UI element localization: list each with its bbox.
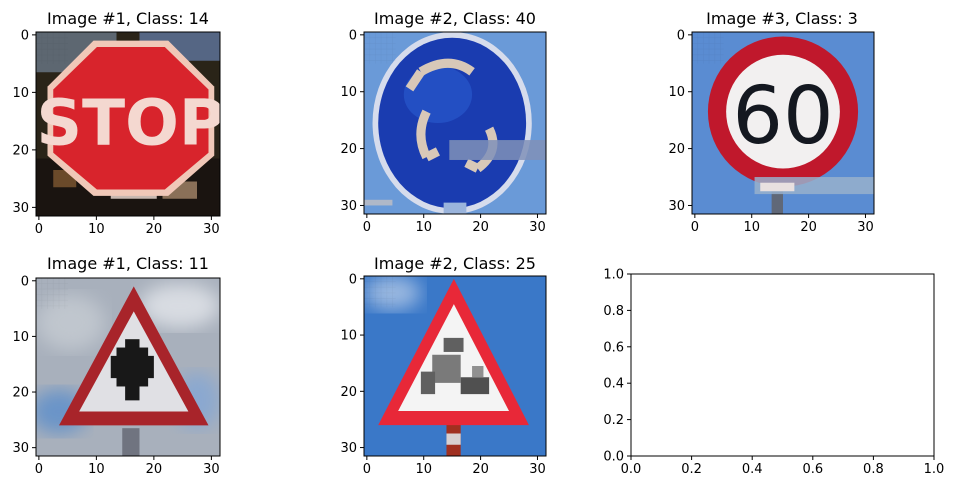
subplot-title: Image #3, Class: 3 bbox=[706, 9, 858, 28]
y-tick-label: 20 bbox=[12, 143, 29, 158]
x-tick-label: 10 bbox=[743, 220, 760, 235]
x-axis-ticks: 0 10 20 30 bbox=[363, 214, 546, 235]
y-axis-ticks: 0 10 20 30 bbox=[668, 28, 692, 214]
x-tick-label: 30 bbox=[529, 220, 546, 235]
x-tick-label: 0 bbox=[363, 462, 371, 477]
y-tick-label: 1.0 bbox=[603, 268, 624, 283]
y-tick-label: 0.4 bbox=[603, 377, 624, 392]
axes-frame bbox=[363, 275, 547, 457]
y-tick-label: 20 bbox=[668, 142, 685, 157]
x-tick-label: 20 bbox=[800, 220, 817, 235]
y-tick-label: 0.8 bbox=[603, 304, 624, 319]
subplot-title: Image #2, Class: 25 bbox=[374, 254, 536, 273]
subplot-image-3: Image #3, Class: 3 60 0 10 20 30 0 10 20 30 bbox=[668, 9, 875, 235]
subplot-image-4: Image #1, Class: 11 0 10 20 30 0 10 20 30 bbox=[12, 254, 221, 477]
image-panel bbox=[36, 278, 220, 456]
x-tick-label: 20 bbox=[472, 220, 489, 235]
y-tick-label: 0.2 bbox=[603, 413, 624, 428]
x-tick-label: 0.0 bbox=[621, 462, 642, 477]
y-tick-label: 0 bbox=[21, 274, 29, 289]
stop-sign-text: STOP bbox=[36, 86, 225, 160]
image-panel bbox=[364, 32, 546, 214]
x-axis-ticks: 0 10 20 30 bbox=[35, 456, 220, 477]
x-tick-label: 10 bbox=[415, 462, 432, 477]
x-tick-label: 0.2 bbox=[681, 462, 702, 477]
x-tick-label: 0.6 bbox=[802, 462, 823, 477]
y-tick-label: 0.6 bbox=[603, 340, 624, 355]
y-axis-ticks: 0 10 20 30 bbox=[12, 28, 36, 216]
x-tick-label: 20 bbox=[472, 462, 489, 477]
y-tick-label: 0 bbox=[677, 28, 685, 43]
y-tick-label: 10 bbox=[340, 85, 357, 100]
image-panel: 60 bbox=[692, 32, 874, 214]
y-tick-label: 10 bbox=[12, 86, 29, 101]
x-tick-label: 20 bbox=[146, 222, 163, 237]
y-axis-ticks: 0 10 20 30 bbox=[12, 274, 36, 456]
image-panel: STOP bbox=[36, 32, 225, 216]
speed-limit-text: 60 bbox=[732, 69, 833, 162]
x-tick-label: 0 bbox=[691, 220, 699, 235]
y-tick-label: 0 bbox=[21, 28, 29, 43]
axes-frame bbox=[691, 31, 875, 215]
x-tick-label: 1.0 bbox=[924, 462, 945, 477]
x-tick-label: 0 bbox=[35, 222, 43, 237]
y-tick-label: 30 bbox=[12, 441, 29, 456]
x-tick-label: 10 bbox=[88, 222, 105, 237]
x-tick-label: 30 bbox=[857, 220, 874, 235]
x-tick-label: 30 bbox=[529, 462, 546, 477]
x-axis-ticks: 0 10 20 30 bbox=[363, 456, 546, 477]
subplot-empty: 0.0 0.2 0.4 0.6 0.8 1.0 0.0 0.2 0.4 0.6 0.8 1.0 bbox=[603, 268, 944, 478]
y-tick-label: 30 bbox=[668, 199, 685, 214]
image-panel bbox=[364, 276, 546, 456]
y-tick-label: 0 bbox=[349, 28, 357, 43]
axes-frame bbox=[630, 273, 935, 457]
x-tick-label: 10 bbox=[415, 220, 432, 235]
x-tick-label: 0.8 bbox=[863, 462, 884, 477]
x-axis-ticks: 0 10 20 30 bbox=[691, 214, 874, 235]
y-axis-ticks: 0 10 20 30 bbox=[340, 272, 364, 456]
x-tick-label: 0.4 bbox=[742, 462, 763, 477]
y-tick-label: 10 bbox=[340, 329, 357, 344]
y-tick-label: 20 bbox=[340, 385, 357, 400]
subplot-title: Image #2, Class: 40 bbox=[374, 9, 536, 28]
subplot-title: Image #1, Class: 14 bbox=[47, 9, 209, 28]
y-tick-label: 30 bbox=[12, 201, 29, 216]
axes-frame bbox=[35, 277, 221, 457]
x-tick-label: 30 bbox=[203, 462, 220, 477]
y-tick-label: 20 bbox=[12, 386, 29, 401]
y-axis-ticks: 0 10 20 30 bbox=[340, 28, 364, 214]
x-tick-label: 0 bbox=[363, 220, 371, 235]
y-axis-ticks: 0.0 0.2 0.4 0.6 0.8 1.0 bbox=[603, 268, 631, 465]
y-tick-label: 30 bbox=[340, 199, 357, 214]
y-tick-label: 10 bbox=[12, 330, 29, 345]
x-tick-label: 20 bbox=[146, 462, 163, 477]
axes-frame bbox=[363, 31, 547, 215]
x-axis-ticks: 0 10 20 30 bbox=[35, 216, 220, 237]
subplot-image-1: Image #1, Class: 14 STOP 0 10 20 30 0 10 20 30 bbox=[12, 9, 225, 237]
x-tick-label: 30 bbox=[203, 222, 220, 237]
subplot-image-5: Image #2, Class: 25 0 10 20 30 0 10 20 30 bbox=[340, 254, 547, 477]
y-tick-label: 10 bbox=[668, 85, 685, 100]
x-tick-label: 0 bbox=[35, 462, 43, 477]
y-tick-label: 20 bbox=[340, 142, 357, 157]
y-tick-label: 0.0 bbox=[603, 450, 624, 465]
y-tick-label: 0 bbox=[349, 272, 357, 287]
subplot-title: Image #1, Class: 11 bbox=[47, 254, 209, 273]
x-tick-label: 10 bbox=[88, 462, 105, 477]
x-axis-ticks: 0.0 0.2 0.4 0.6 0.8 1.0 bbox=[621, 456, 945, 477]
subplot-image-2: Image #2, Class: 40 0 10 20 30 0 10 20 30 bbox=[340, 9, 547, 235]
axes-frame bbox=[35, 31, 221, 217]
y-tick-label: 30 bbox=[340, 441, 357, 456]
